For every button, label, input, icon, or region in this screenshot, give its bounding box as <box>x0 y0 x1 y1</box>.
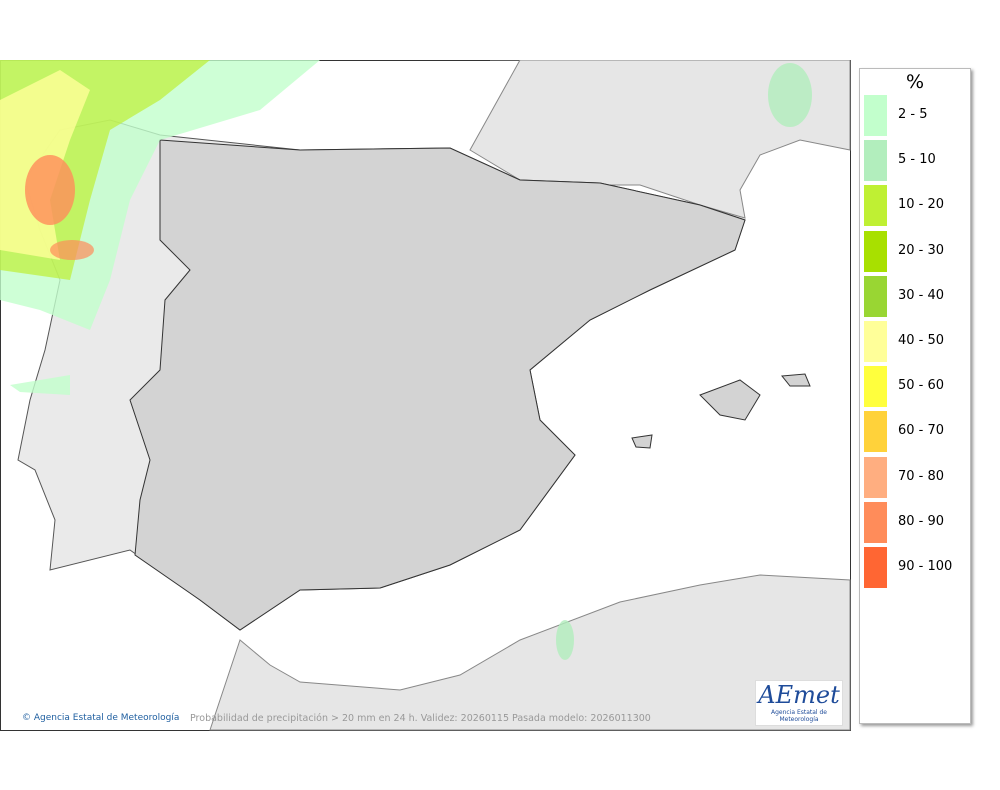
logo: AEmet Agencia Estatal de Meteorología <box>755 680 843 726</box>
credit-text: Agencia Estatal de Meteorología <box>33 713 180 723</box>
legend-item: 50 - 60 <box>864 366 968 408</box>
legend-label: 60 - 70 <box>898 423 945 439</box>
logo-text: AEmet <box>758 681 840 709</box>
legend-swatch <box>864 366 887 408</box>
legend-title: % <box>905 71 925 93</box>
legend-label: 30 - 40 <box>898 287 945 303</box>
legend-item: 70 - 80 <box>864 456 968 498</box>
legend-label: 2 - 5 <box>898 107 928 122</box>
legend-item: 2 - 5 <box>864 95 968 136</box>
menorca <box>781 373 811 387</box>
legend-item: 60 - 70 <box>864 411 968 453</box>
credit: © Agencia Estatal de Meteorología <box>22 713 180 723</box>
legend-swatch <box>864 321 887 362</box>
ibiza <box>631 434 653 449</box>
legend-label: 70 - 80 <box>898 468 945 484</box>
precip-area <box>556 620 574 660</box>
precip-area <box>25 155 75 225</box>
legend-swatch <box>864 275 887 317</box>
legend-item: 40 - 50 <box>864 321 968 362</box>
spain <box>129 139 746 631</box>
legend-label: 40 - 50 <box>898 333 945 348</box>
legend-label: 20 - 30 <box>898 242 945 258</box>
legend-swatch <box>864 411 887 453</box>
legend-label: 90 - 100 <box>898 559 953 574</box>
logo-subtitle: Agencia Estatal de Meteorología <box>770 709 827 723</box>
legend-swatch <box>864 547 887 588</box>
legend-item: 20 - 30 <box>864 230 968 272</box>
legend-swatch <box>864 230 887 272</box>
africa <box>209 574 851 731</box>
legend-swatch <box>864 95 887 136</box>
legend-label: 80 - 90 <box>898 513 945 529</box>
legend-label: 5 - 10 <box>898 152 936 168</box>
france <box>469 60 851 219</box>
legend-item: 80 - 90 <box>864 501 968 543</box>
mallorca <box>699 379 761 421</box>
legend-swatch <box>864 185 887 227</box>
map <box>0 60 851 731</box>
legend-item: 30 - 40 <box>864 275 968 317</box>
legend-label: 50 - 60 <box>898 378 945 394</box>
precip-area <box>768 63 812 127</box>
precip-area <box>50 240 94 260</box>
legend-swatch <box>864 140 887 182</box>
caption: Probabilidad de precipitación > 20 mm en… <box>190 713 651 724</box>
legend-label: 10 - 20 <box>898 197 945 213</box>
legend: % 2 - 5 5 - 10 10 - 20 20 - 30 30 - 40 40 - 5… <box>859 68 971 724</box>
legend-item: 5 - 10 <box>864 140 968 182</box>
legend-swatch <box>864 501 887 543</box>
legend-item: 90 - 100 <box>864 547 968 588</box>
legend-swatch <box>864 456 887 498</box>
precip-area <box>10 375 70 395</box>
legend-item: 10 - 20 <box>864 185 968 227</box>
